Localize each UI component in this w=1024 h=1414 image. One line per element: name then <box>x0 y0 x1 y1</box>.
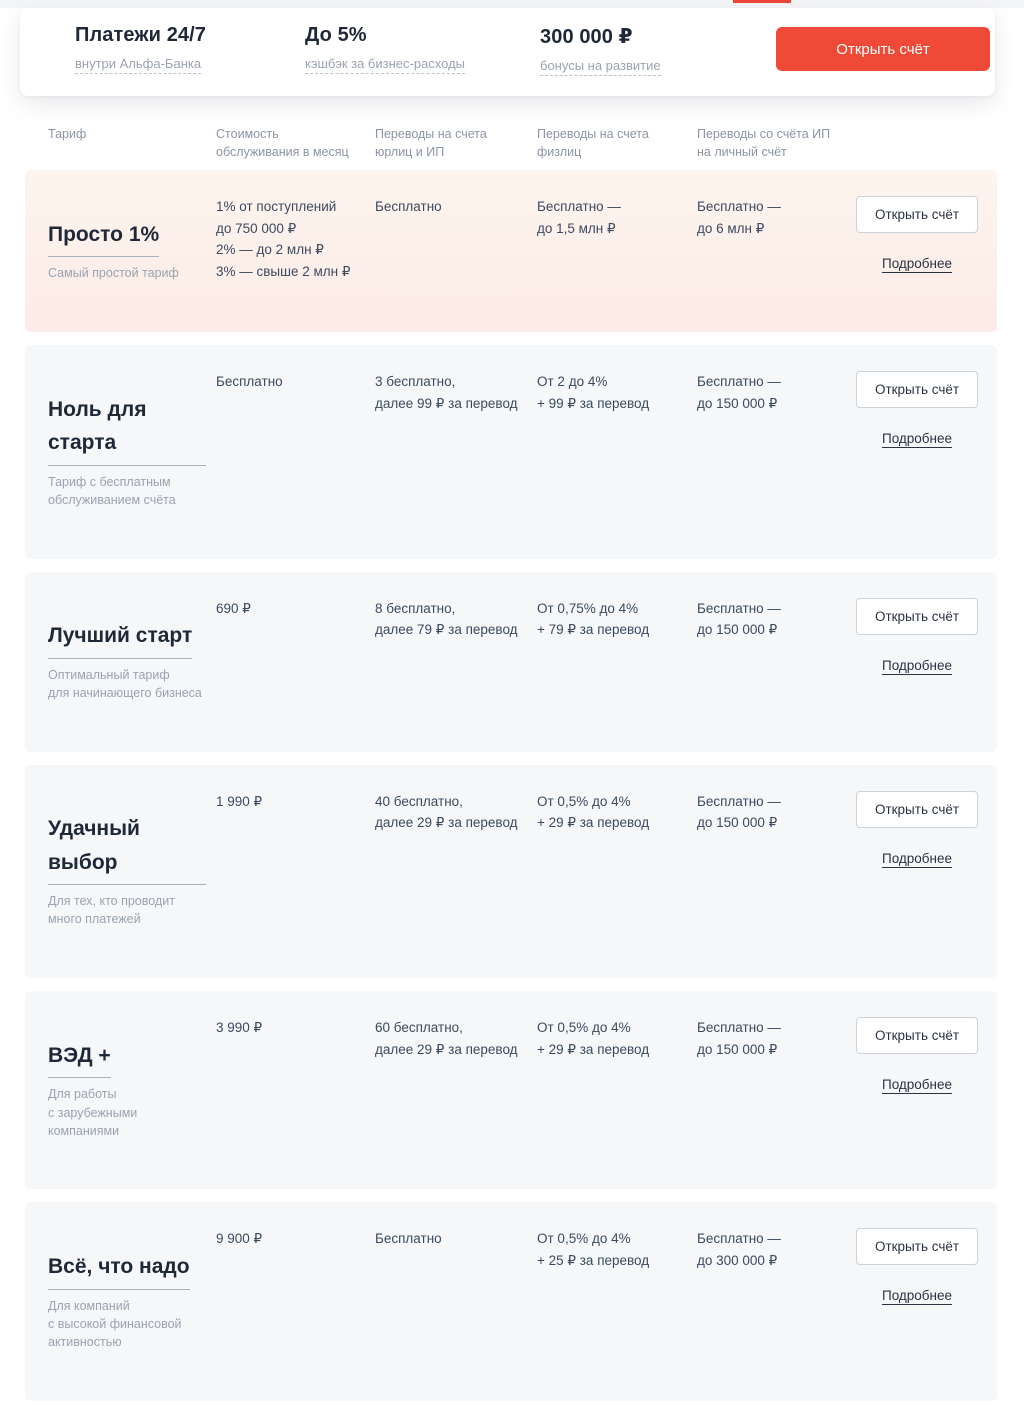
open-account-button[interactable]: Открыть счёт <box>856 1017 978 1055</box>
open-account-button[interactable]: Открыть счёт <box>856 1228 978 1266</box>
transfers-individuals-cell: От 0,75% до 4% + 79 ₽ за перевод <box>537 600 650 638</box>
hero-stat-title: До 5% <box>305 24 367 46</box>
transfers-business-cell: 60 бесплатно, далее 29 ₽ за перевод <box>375 1020 518 1057</box>
column-header-transfers-personal: Переводы со счёта ИП на личный счёт <box>697 127 831 160</box>
details-link[interactable]: Подробнее <box>881 430 952 446</box>
tariff-name-link[interactable]: ВЭД + <box>48 1039 111 1079</box>
tariff-name-cell: Лучший старт Оптимальный тариф для начин… <box>48 598 216 724</box>
hero-stat-subtitle[interactable]: бонусы на развитие <box>540 58 661 76</box>
transfers-individuals-cell: От 0,5% до 4% + 29 ₽ за перевод <box>537 1020 650 1057</box>
transfers-individuals-cell: От 0,5% до 4% + 29 ₽ за перевод <box>537 793 650 831</box>
open-account-button[interactable]: Открыть счёт <box>856 790 978 828</box>
monthly-cost-cell: Бесплатно <box>216 373 283 389</box>
transfers-individuals-cell: От 2 до 4% + 99 ₽ за перевод <box>537 373 650 411</box>
tariff-name-link[interactable]: Лучший старт <box>48 619 193 659</box>
tariff-description: Для тех, кто проводит много платежей <box>48 894 175 927</box>
open-account-button[interactable]: Открыть счёт <box>856 370 978 408</box>
open-account-button[interactable]: Открыть счёт <box>856 196 978 233</box>
hero-stat-bonuses: 300 000 ₽ бонусы на развитие <box>540 24 661 76</box>
table-row: Всё, что надо Для компаний с высокой фин… <box>25 1202 997 1401</box>
column-header-transfers-business: Переводы на счета юрлиц и ИП <box>375 127 487 160</box>
tariff-description: Для работы с зарубежными компаниями <box>48 1087 138 1138</box>
transfers-personal-cell: Бесплатно — до 150 000 ₽ <box>697 793 781 831</box>
table-row: Просто 1% Самый простой тариф 1% от пост… <box>25 170 997 332</box>
open-account-cta-button[interactable]: Открыть счёт <box>776 27 990 71</box>
row-actions: Открыть счёт Подробнее <box>856 1017 978 1161</box>
row-actions: Открыть счёт Подробнее <box>856 196 978 304</box>
row-actions: Открыть счёт Подробнее <box>856 1228 978 1372</box>
table-row: Ноль для старта Тариф с бесплатным обслу… <box>25 344 997 559</box>
hero-stat-title: 300 000 ₽ <box>540 26 633 48</box>
monthly-cost-cell: 1 990 ₽ <box>216 793 263 809</box>
tariff-description: Для компаний с высокой финансовой активн… <box>48 1298 182 1349</box>
column-header-tariff: Тариф <box>48 127 87 141</box>
hero-stat-cashback: До 5% кэшбэк за бизнес-расходы <box>305 24 466 74</box>
row-actions: Открыть счёт Подробнее <box>856 790 978 951</box>
tariff-name-link[interactable]: Ноль для старта <box>48 393 206 466</box>
transfers-personal-cell: Бесплатно — до 150 000 ₽ <box>697 1020 781 1057</box>
transfers-personal-cell: Бесплатно — до 6 млн ₽ <box>697 199 781 236</box>
open-account-button[interactable]: Открыть счёт <box>856 597 978 635</box>
tariff-description: Самый простой тариф <box>48 266 179 281</box>
transfers-business-cell: Бесплатно <box>375 199 442 214</box>
row-actions: Открыть счёт Подробнее <box>856 370 978 531</box>
tariff-name-cell: Ноль для старта Тариф с бесплатным обслу… <box>48 371 216 531</box>
table-row: Удачный выбор Для тех, кто проводит мног… <box>25 764 997 979</box>
tariff-description: Оптимальный тариф для начинающего бизнес… <box>48 667 202 700</box>
column-header-actions <box>856 125 977 161</box>
details-link[interactable]: Подробнее <box>881 850 952 866</box>
transfers-individuals-cell: Бесплатно — до 1,5 млн ₽ <box>537 199 621 236</box>
table-row: Лучший старт Оптимальный тариф для начин… <box>25 571 997 752</box>
tariff-rows-list: Просто 1% Самый простой тариф 1% от пост… <box>25 170 997 1414</box>
tariff-description: Тариф с бесплатным обслуживанием счёта <box>48 474 176 507</box>
tariff-name-cell: ВЭД + Для работы с зарубежными компаниям… <box>48 1017 216 1161</box>
tariff-name-link[interactable]: Всё, что надо <box>48 1250 190 1290</box>
transfers-personal-cell: Бесплатно — до 150 000 ₽ <box>697 600 781 638</box>
transfers-business-cell: 3 бесплатно, далее 99 ₽ за перевод <box>375 373 518 411</box>
transfers-individuals-cell: От 0,5% до 4% + 25 ₽ за перевод <box>537 1231 650 1268</box>
transfers-business-cell: Бесплатно <box>375 1231 442 1247</box>
tariff-name-cell: Просто 1% Самый простой тариф <box>48 196 216 304</box>
tariff-table-header: Тариф Стоимость обслуживания в месяц Пер… <box>25 125 997 161</box>
column-header-monthly-cost: Стоимость обслуживания в месяц <box>216 127 349 160</box>
tariff-name-cell: Всё, что надо Для компаний с высокой фин… <box>48 1228 216 1372</box>
details-link[interactable]: Подробнее <box>881 1288 952 1304</box>
transfers-business-cell: 40 бесплатно, далее 29 ₽ за перевод <box>375 793 518 831</box>
transfers-personal-cell: Бесплатно — до 150 000 ₽ <box>697 373 781 411</box>
tariff-name-link[interactable]: Просто 1% <box>48 218 160 258</box>
hero-stat-payments: Платежи 24/7 внутри Альфа-Банка <box>75 24 206 74</box>
top-red-banner-fragment <box>733 0 791 3</box>
transfers-personal-cell: Бесплатно — до 300 000 ₽ <box>697 1231 781 1268</box>
row-actions: Открыть счёт Подробнее <box>856 597 978 724</box>
monthly-cost-cell: 9 900 ₽ <box>216 1231 263 1247</box>
column-header-transfers-individuals: Переводы на счета физлиц <box>537 127 649 160</box>
tariff-name-link[interactable]: Удачный выбор <box>48 812 206 886</box>
page-top-strip <box>0 0 1024 8</box>
monthly-cost-cell: 690 ₽ <box>216 600 251 616</box>
details-link[interactable]: Подробнее <box>881 657 952 673</box>
tariff-name-cell: Удачный выбор Для тех, кто проводит мног… <box>48 791 216 951</box>
details-link[interactable]: Подробнее <box>881 1077 952 1093</box>
monthly-cost-cell: 1% от поступлений до 750 000 ₽ 2% — до 2… <box>216 199 351 279</box>
offer-summary-card: Платежи 24/7 внутри Альфа-Банка До 5% кэ… <box>20 8 995 96</box>
table-row: ВЭД + Для работы с зарубежными компаниям… <box>25 991 997 1190</box>
transfers-business-cell: 8 бесплатно, далее 79 ₽ за перевод <box>375 600 518 638</box>
hero-stat-subtitle[interactable]: внутри Альфа-Банка <box>75 56 202 74</box>
hero-stat-subtitle[interactable]: кэшбэк за бизнес-расходы <box>305 56 466 74</box>
hero-stat-title: Платежи 24/7 <box>75 24 207 46</box>
details-link[interactable]: Подробнее <box>881 256 952 271</box>
monthly-cost-cell: 3 990 ₽ <box>216 1020 263 1036</box>
